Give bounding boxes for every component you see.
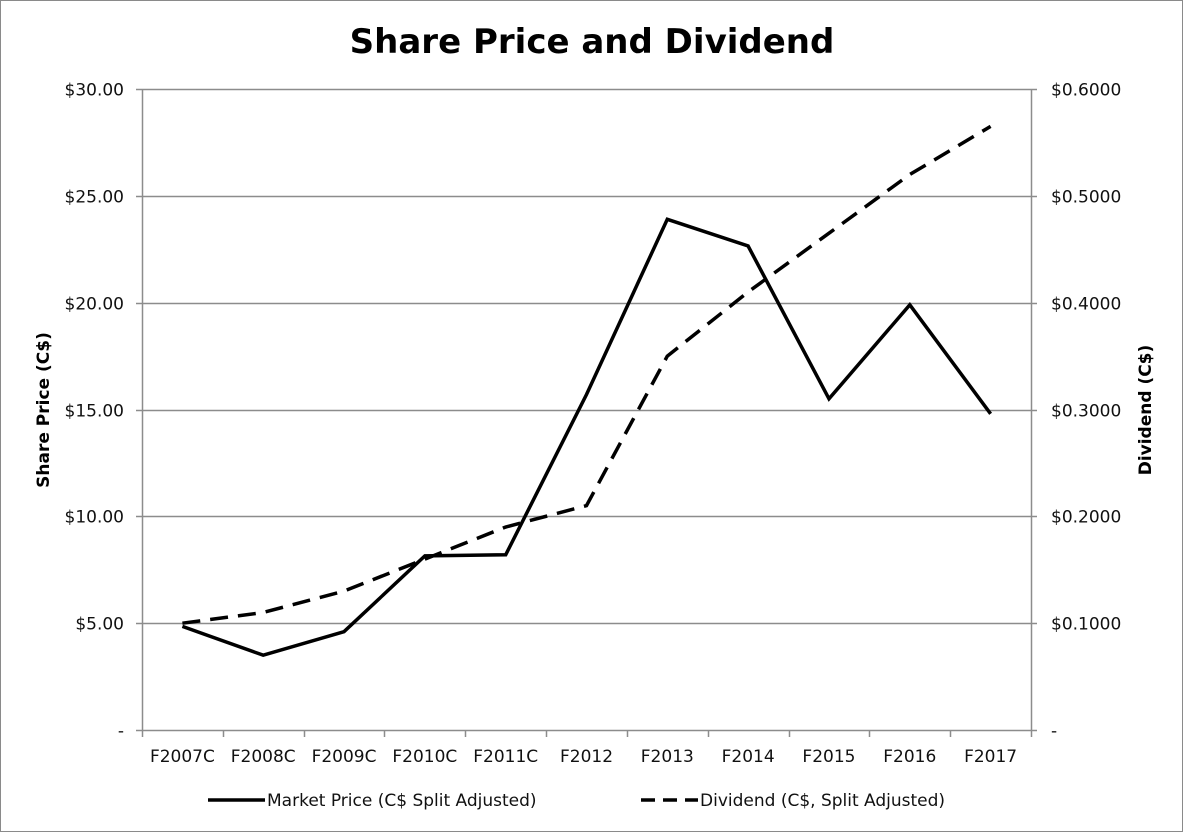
- y-tick-label-left: $30.00: [65, 81, 124, 101]
- y-axis-title-left: Share Price (C$): [34, 332, 54, 488]
- legend-label-market-price: Market Price (C$ Split Adjusted): [267, 791, 537, 811]
- gridlines: [142, 88, 1031, 625]
- axes: [136, 88, 1037, 737]
- y-tick-label-left: $10.00: [65, 508, 124, 528]
- y-axis-title-right: Dividend (C$): [1136, 345, 1156, 476]
- x-tick-label: F2015: [802, 747, 855, 767]
- series: [181, 124, 993, 658]
- x-tick-label: F2014: [722, 747, 775, 767]
- y-tick-label-left: $25.00: [65, 188, 124, 208]
- x-tick-label: F2008C: [231, 747, 296, 767]
- x-tick-label: F2017: [964, 747, 1017, 767]
- y-tick-label-left: $15.00: [65, 402, 124, 422]
- x-tick-label: F2016: [883, 747, 936, 767]
- x-tick-label: F2007C: [150, 747, 215, 767]
- y-tick-label-right: -: [1051, 722, 1057, 742]
- x-tick-label: F2010C: [392, 747, 457, 767]
- dividend-line: [182, 124, 992, 625]
- y-tick-label-right: $0.2000: [1051, 508, 1121, 528]
- legend-label-dividend: Dividend (C$, Split Adjusted): [700, 791, 945, 811]
- x-tick-label: F2012: [560, 747, 613, 767]
- y-tick-label-right: $0.1000: [1051, 615, 1121, 635]
- y-tick-label-left: $5.00: [75, 615, 124, 635]
- tick-labels: - $5.00 $10.00 $15.00 $20.00 $25.00 $30.00 - $0.…: [65, 81, 1122, 768]
- y-tick-label-right: $0.5000: [1051, 188, 1121, 208]
- y-tick-label-left: -: [118, 722, 124, 742]
- y-tick-label-right: $0.3000: [1051, 402, 1121, 422]
- x-tick-label: F2013: [641, 747, 694, 767]
- chart-title: Share Price and Dividend: [350, 22, 835, 62]
- y-tick-label-right: $0.6000: [1051, 81, 1121, 101]
- x-tick-label: F2009C: [312, 747, 377, 767]
- x-tick-label: F2011C: [473, 747, 538, 767]
- legend: Market Price (C$ Split Adjusted) Dividen…: [208, 791, 945, 811]
- y-tick-label-right: $0.4000: [1051, 295, 1121, 315]
- y-tick-label-left: $20.00: [65, 295, 124, 315]
- market-price-line: [181, 217, 993, 658]
